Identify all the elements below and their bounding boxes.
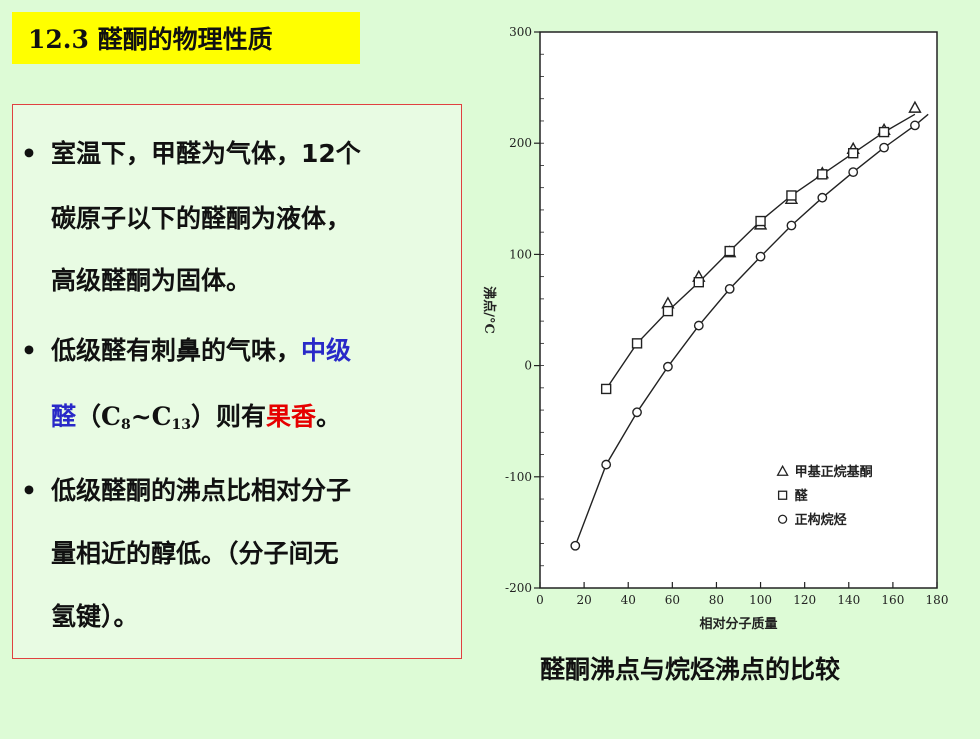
x-tick-label: 120	[793, 593, 816, 607]
point-circle	[910, 120, 920, 131]
formula-tilde: ~C	[130, 402, 172, 431]
x-tick-label: 180	[926, 593, 949, 607]
bullet-text: 量相近的醇低。（分子间无	[51, 539, 339, 568]
y-tick-label: -200	[505, 581, 532, 595]
plot-frame	[539, 31, 938, 589]
bullet-dot: •	[21, 139, 37, 168]
chart-svg: 300 200 100 0 -100 -200 0 20 40 60 80 100 120 140 160 1…	[481, 25, 949, 632]
point-circle	[601, 459, 612, 470]
bullet-dot: •	[21, 476, 37, 505]
bullet-2-line-1: • 低级醛有刺鼻的气味，中级	[13, 327, 463, 375]
legend-label: 正构烷烃	[795, 512, 847, 528]
bullet-text: 低级醛酮的沸点比相对分子	[51, 476, 352, 505]
point-circle	[879, 142, 889, 153]
point-square	[847, 148, 859, 159]
legend-marker-square	[777, 490, 788, 500]
text-segment: 。	[316, 402, 342, 431]
point-circle	[663, 361, 673, 372]
point-square	[724, 245, 735, 257]
formula: C8~C13	[101, 402, 192, 433]
bullet-list-box: • 室温下，甲醛为气体，12个 碳原子以下的醛酮为液体， 高级醛酮为固体。 • …	[12, 104, 462, 659]
bullet-1-line-1: • 室温下，甲醛为气体，12个	[13, 130, 463, 178]
text-segment: ）则有	[191, 402, 267, 431]
bullet-text: 低级醛有刺鼻的气味，中级	[51, 327, 351, 375]
point-square	[693, 277, 705, 288]
point-circle	[570, 540, 581, 551]
text-highlight-blue: 醛	[51, 402, 77, 431]
x-tick-label: 160	[881, 593, 904, 607]
point-square	[786, 190, 797, 201]
bullet-text: 氢键）。	[51, 602, 139, 631]
bullet-text: 室温下，甲醛为气体，12个	[51, 139, 361, 168]
chart-caption: 醛酮沸点与烷烃沸点的比较	[540, 655, 841, 684]
y-tick-label: 300	[509, 25, 532, 39]
point-square	[600, 383, 612, 395]
x-tick-label: 60	[665, 593, 680, 607]
formula-c: C	[101, 402, 121, 431]
point-square	[662, 305, 674, 317]
x-tick-label: 20	[576, 593, 591, 607]
formula-sub: 8	[120, 417, 131, 433]
bullet-text: 碳原子以下的醛酮为液体，	[51, 204, 352, 233]
point-circle	[724, 283, 735, 294]
x-tick-label: 40	[621, 593, 636, 607]
bullet-3-line-2: 量相近的醇低。（分子间无	[13, 530, 463, 578]
legend-marker-triangle	[776, 464, 789, 476]
y-axis-label: 沸点/°C	[481, 286, 497, 334]
text-segment: （	[76, 402, 102, 431]
bullet-1-line-3: 高级醛酮为固体。	[13, 257, 463, 305]
boiling-point-chart: 300 200 100 0 -100 -200 0 20 40 60 80 100 120 140 160 1…	[465, 0, 980, 735]
x-tick-label: 0	[536, 593, 544, 607]
text-highlight-red: 果香	[266, 402, 317, 431]
legend-label: 甲基正烷基酮	[795, 464, 873, 480]
point-circle	[693, 320, 704, 331]
point-circle	[755, 251, 766, 262]
slide-title: 12.3 醛酮的物理性质	[12, 12, 360, 64]
point-square	[631, 338, 643, 349]
bullet-dot: •	[21, 336, 37, 365]
y-tick-label: 100	[509, 247, 532, 261]
point-triangle	[908, 100, 922, 113]
x-tick-label: 80	[709, 593, 724, 607]
text-segment: 低级醛有刺鼻的气味，	[51, 336, 302, 365]
bullet-3-line-1: • 低级醛酮的沸点比相对分子	[13, 467, 463, 515]
point-circle	[632, 407, 642, 418]
formula-sub: 13	[171, 417, 192, 433]
y-tick-label: 200	[509, 136, 532, 150]
bullet-2-line-2: 醛（C8~C13）则有果香。	[13, 393, 463, 441]
legend-label: 醛	[795, 488, 809, 504]
point-circle	[817, 192, 828, 203]
point-square	[817, 169, 828, 180]
legend-marker-circle	[777, 514, 788, 524]
y-tick-label: 0	[524, 359, 532, 373]
point-square	[878, 126, 890, 138]
bullet-text: 高级醛酮为固体。	[51, 266, 252, 295]
x-axis-label: 相对分子质量	[699, 616, 777, 632]
bullet-1-line-2: 碳原子以下的醛酮为液体，	[13, 195, 463, 243]
point-circle	[848, 167, 859, 178]
text-highlight-blue: 中级	[301, 336, 352, 365]
x-tick-label: 140	[837, 593, 860, 607]
bullet-3-line-3: 氢键）。	[13, 593, 463, 641]
x-tick-label: 100	[749, 593, 772, 607]
point-square	[755, 215, 766, 227]
bullet-text: 醛（C8~C13）则有果香。	[51, 393, 341, 449]
y-tick-label: -100	[505, 470, 532, 484]
point-circle	[786, 220, 797, 231]
